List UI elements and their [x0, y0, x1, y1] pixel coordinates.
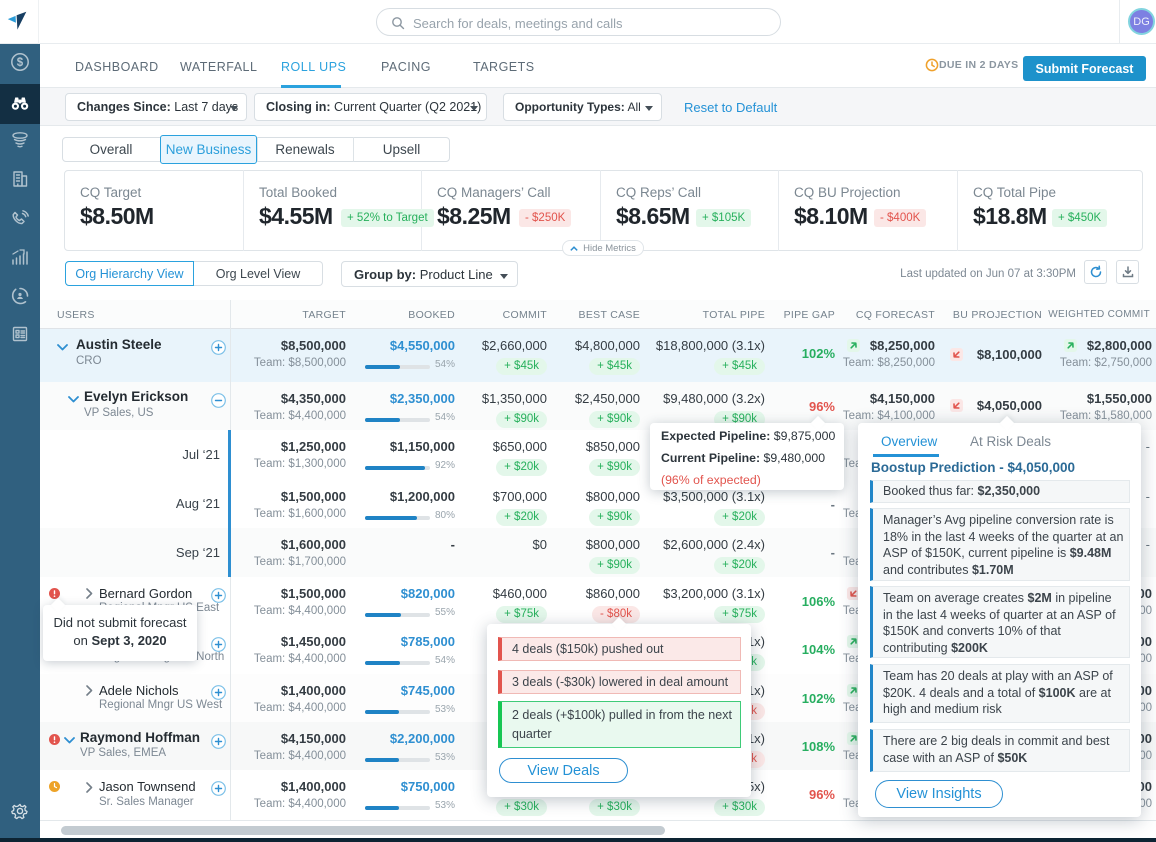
svg-text:$: $	[17, 57, 24, 69]
